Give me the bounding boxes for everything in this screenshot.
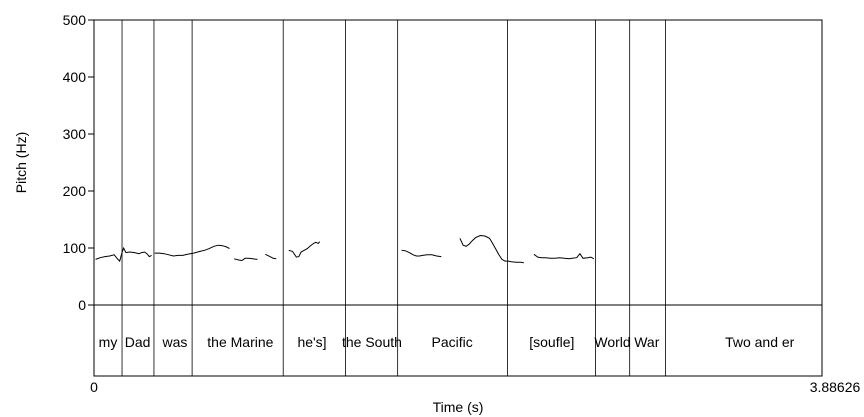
word-label: Dad xyxy=(125,334,151,350)
pitch-contour xyxy=(265,253,277,260)
x-tick-label: 0 xyxy=(90,379,98,395)
pitch-contour xyxy=(288,241,321,258)
pitch-contour xyxy=(233,257,258,262)
pitch-contour xyxy=(401,249,442,258)
y-tick-label: 500 xyxy=(63,12,87,28)
y-tick-label: 300 xyxy=(63,126,87,142)
y-axis-ticks: 0 100 200 300 400 500 xyxy=(63,12,94,313)
word-tier: my Dad was the Marine he's] the South Pacific [… xyxy=(99,334,795,350)
pitch-contour xyxy=(459,234,524,264)
plot-border xyxy=(93,19,823,377)
pitch-contour xyxy=(95,246,152,263)
y-tick-label: 400 xyxy=(63,69,87,85)
pitch-contour xyxy=(154,244,230,257)
word-label: was xyxy=(162,334,188,350)
word-label: World xyxy=(594,334,630,350)
x-axis-ticks: 0 3.88626 xyxy=(90,379,860,395)
word-label: War xyxy=(634,334,659,350)
x-tick-label: 3.88626 xyxy=(810,379,861,395)
y-tick-label: 0 xyxy=(78,297,86,313)
y-tick-label: 200 xyxy=(63,183,87,199)
pitch-contour xyxy=(533,252,595,260)
word-label: the Marine xyxy=(207,334,273,350)
y-tick-label: 100 xyxy=(63,240,87,256)
word-label: the South xyxy=(342,334,402,350)
pitch-series xyxy=(95,234,595,264)
word-label: Pacific xyxy=(432,334,473,350)
y-axis-label: Pitch (Hz) xyxy=(13,132,29,193)
x-axis-label: Time (s) xyxy=(433,399,484,415)
word-boundaries xyxy=(121,20,666,376)
plot-frame xyxy=(93,19,823,377)
word-label: he's] xyxy=(297,334,326,350)
word-label: my xyxy=(99,334,118,350)
word-label: Two and er xyxy=(725,334,795,350)
word-label: [soufle] xyxy=(529,334,574,350)
